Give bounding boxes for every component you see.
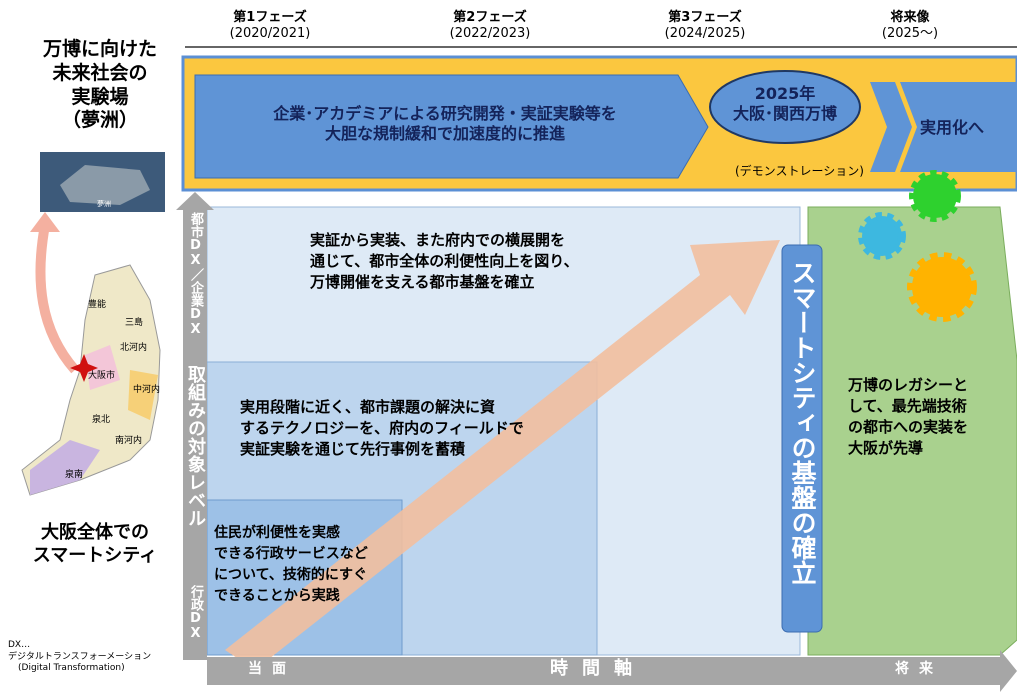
x-axis-end: 将来 (895, 661, 943, 679)
y-axis-top: 都市DX／企業DX (185, 212, 205, 337)
stage-text: 実用段階に近く、都市課題の解決に資するテクノロジーを、府内のフィールドで実証実験… (240, 397, 524, 460)
y-axis-bottom: 行政DX (185, 585, 205, 641)
photo-label: 夢洲 (97, 200, 111, 209)
x-axis-start: 当面 (248, 661, 296, 679)
banner-text: 企業･アカデミアによる研究開発・実証実験等を大胆な規制緩和で加速度的に推進 (225, 104, 665, 144)
foundation-label: スマートシティの基盤の確立 (786, 260, 818, 585)
stage-text: 住民が利便性を実感できる行政サービスなどについて、技術的にすぐできることから実践 (214, 523, 368, 607)
expo-note: (デモンストレーション) (735, 164, 864, 179)
link-arrow-head (30, 212, 60, 232)
map-label: 泉南 (65, 470, 83, 481)
link-arrow (40, 225, 75, 370)
footnote: DX…デジタルトランスフォーメーション(Digital Transformati… (8, 640, 151, 675)
map-label: 中河内 (133, 385, 160, 396)
map-label: 泉北 (92, 415, 110, 426)
legacy-text: 万博のレガシーとして、最先端技術の都市への実装を大阪が先導 (848, 375, 968, 459)
y-axis-label: 取組みの対象レベル (183, 365, 207, 527)
map-label: 北河内 (120, 343, 147, 354)
expo-label: 2025年大阪･関西万博 (715, 84, 855, 124)
phase: 第3フェーズ(2024/2025) (650, 10, 760, 43)
gear (913, 174, 957, 218)
map-label: 南河内 (115, 436, 142, 447)
x-axis-label: 時間軸 (550, 658, 646, 681)
practical-label: 実用化へ (920, 118, 984, 138)
map-label: 大阪市 (88, 371, 115, 382)
phase: 第2フェーズ(2022/2023) (435, 10, 545, 43)
map-label: 三島 (125, 318, 143, 329)
gear (912, 257, 972, 317)
gear (862, 216, 902, 256)
map-label: 豊能 (88, 300, 106, 311)
page: 第1フェーズ(2020/2021) 第2フェーズ(2022/2023) 第3フェ… (0, 0, 1017, 694)
expo-site-title: 万博に向けた未来社会の実験場（夢洲） (30, 38, 170, 133)
osaka-title: 大阪全体でのスマートシティ (20, 522, 170, 567)
phase: 将来像(2025～) (855, 10, 965, 43)
stage-text: 実証から実装、また府内での横展開を通じて、都市全体の利便性向上を図り、万博開催を… (310, 230, 579, 293)
phase: 第1フェーズ(2020/2021) (215, 10, 325, 43)
